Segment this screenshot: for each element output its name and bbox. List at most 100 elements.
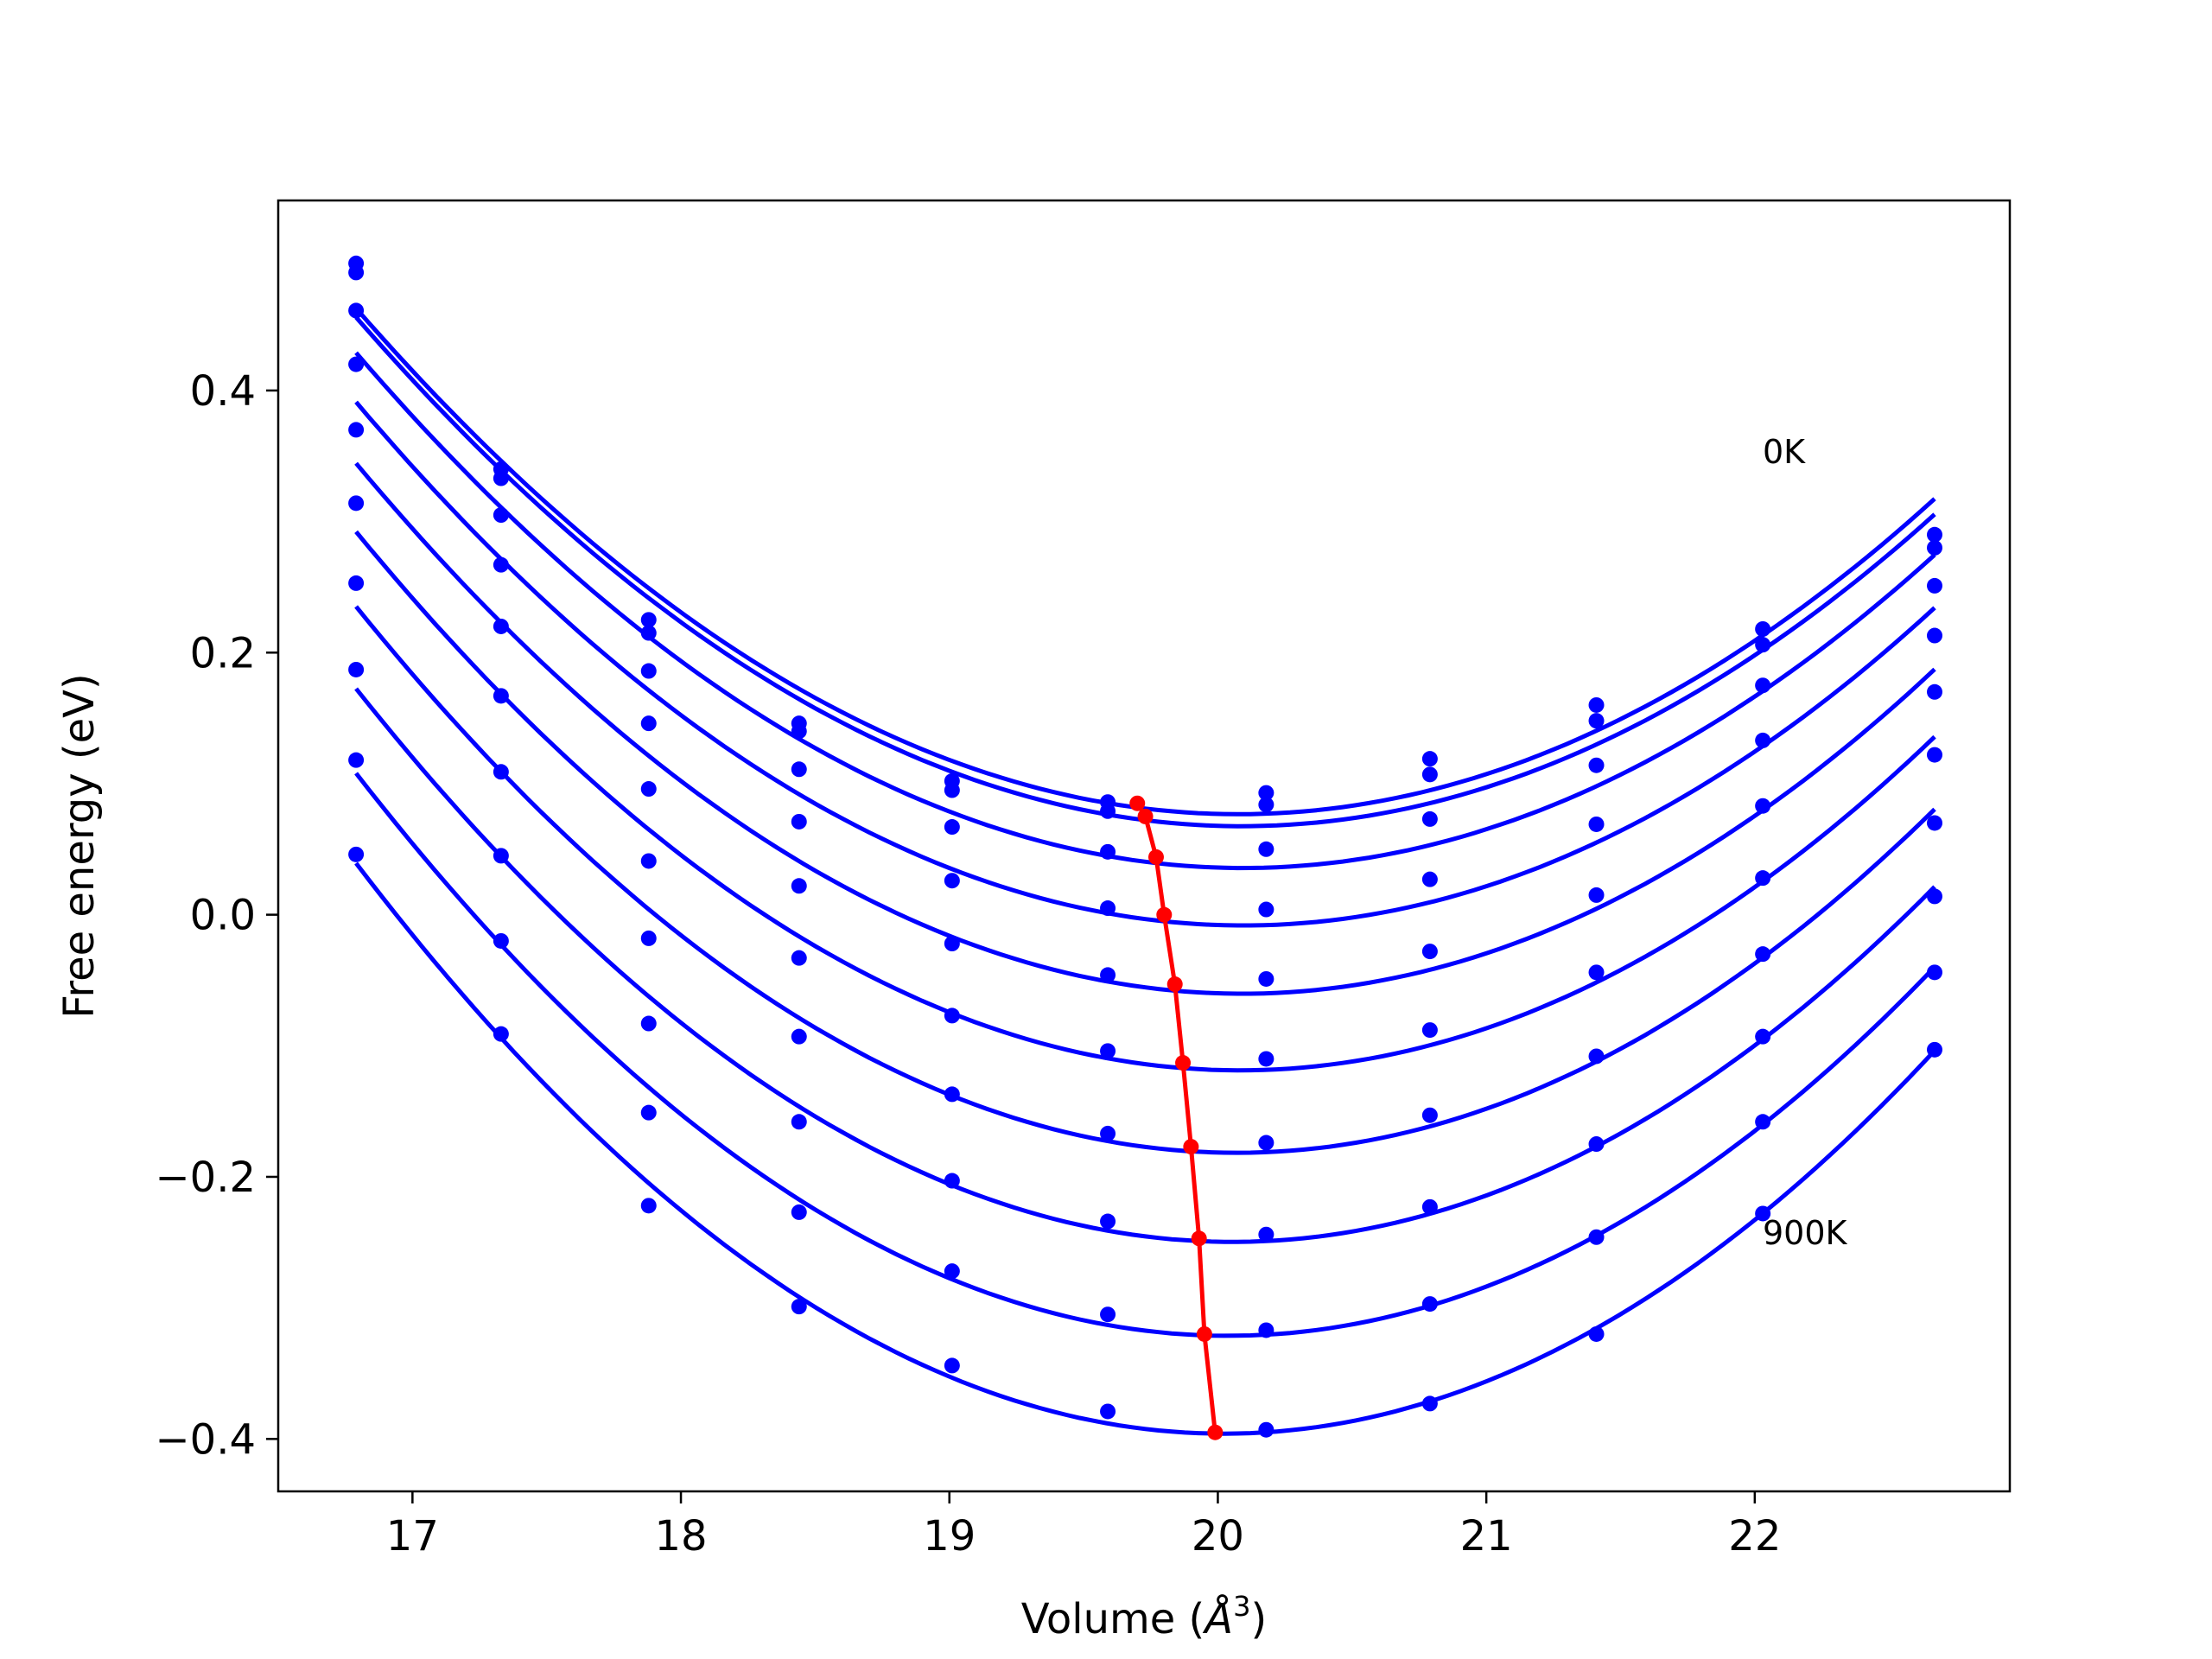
isotherm-point-7-8	[1588, 1136, 1605, 1153]
x-axis-label: Volume (Å3)	[1021, 1590, 1267, 1643]
isotherm-point-4-2	[640, 781, 657, 798]
minimum-point-4	[1166, 976, 1183, 993]
isotherm-point-3-4	[944, 873, 960, 889]
isotherm-point-6-9	[1755, 946, 1771, 963]
isotherm-curve-7	[354, 687, 1936, 1244]
isotherm-point-5-7	[1421, 1022, 1438, 1039]
isotherm-point-1-1	[493, 470, 509, 486]
isotherm-curve-8	[354, 772, 1936, 1338]
x-axis-label-exponent: 3	[1233, 1590, 1250, 1623]
isotherm-curve-4	[354, 461, 1936, 996]
isotherm-point-0-2	[640, 612, 657, 628]
isotherm-point-9-6	[1258, 1421, 1274, 1438]
isotherm-point-3-8	[1588, 816, 1605, 832]
isotherm-point-9-9	[1755, 1205, 1771, 1222]
minima-line	[1135, 802, 1217, 1433]
isotherm-point-2-1	[493, 507, 509, 524]
x-tick-label-4: 21	[1460, 1512, 1513, 1560]
isotherm-curve-1	[354, 315, 1936, 829]
isotherm-point-8-9	[1755, 1114, 1771, 1130]
isotherm-point-3-9	[1755, 732, 1771, 748]
isotherm-point-4-10	[1927, 683, 1943, 700]
isotherm-point-8-6	[1258, 1322, 1274, 1338]
isotherm-point-2-10	[1927, 577, 1943, 594]
y-axis-label: Free energy (eV)	[55, 673, 104, 1018]
isotherm-point-3-2	[640, 715, 657, 732]
isotherm-point-4-3	[791, 878, 807, 894]
minimum-point-5	[1175, 1055, 1192, 1071]
minimum-point-3	[1156, 906, 1173, 923]
isotherm-point-3-7	[1421, 871, 1438, 887]
isotherm-point-1-0	[348, 264, 365, 281]
isotherm-curve-5	[354, 530, 1936, 1073]
isotherm-point-8-7	[1421, 1296, 1438, 1313]
isotherm-point-2-4	[944, 819, 960, 836]
y-tick-label-0: −0.4	[155, 1415, 256, 1464]
x-tick-label-0: 17	[386, 1512, 439, 1560]
isotherm-point-6-2	[640, 930, 657, 946]
isotherm-curve-2	[354, 351, 1936, 871]
isotherm-point-1-4	[944, 782, 960, 798]
x-axis-label-suffix: )	[1250, 1595, 1267, 1643]
isotherm-curves	[354, 307, 1936, 1436]
isotherm-point-7-9	[1755, 1028, 1771, 1045]
isotherm-points	[348, 255, 1943, 1438]
x-tick-label-2: 19	[923, 1512, 976, 1560]
isotherm-point-0-10	[1927, 526, 1943, 543]
isotherm-point-9-4	[944, 1357, 960, 1374]
isotherm-point-1-10	[1927, 539, 1943, 556]
isotherm-point-5-10	[1927, 747, 1943, 763]
isotherm-point-6-4	[944, 1086, 960, 1103]
isotherm-point-8-5	[1100, 1306, 1116, 1323]
isotherm-point-8-4	[944, 1263, 960, 1280]
isotherm-point-1-6	[1258, 797, 1274, 813]
isotherm-point-9-1	[493, 1026, 509, 1042]
isotherm-point-9-2	[640, 1198, 657, 1214]
isotherm-point-1-2	[640, 625, 657, 641]
isotherm-point-5-0	[348, 495, 365, 512]
isotherm-point-3-5	[1100, 900, 1116, 917]
isotherm-point-3-6	[1258, 901, 1274, 918]
minimum-point-6	[1183, 1139, 1199, 1155]
x-tick-label-1: 18	[655, 1512, 708, 1560]
isotherm-point-3-0	[348, 356, 365, 372]
minimum-point-1	[1137, 808, 1154, 824]
isotherm-point-8-3	[791, 1204, 807, 1220]
isotherm-point-6-6	[1258, 1135, 1274, 1151]
isotherm-point-3-1	[493, 556, 509, 573]
isotherm-point-5-4	[944, 1007, 960, 1024]
isotherm-curve-3	[354, 400, 1936, 928]
isotherm-point-1-3	[791, 723, 807, 740]
isotherm-point-2-8	[1588, 757, 1605, 773]
isotherm-point-7-3	[791, 1114, 807, 1130]
isotherm-point-1-7	[1421, 766, 1438, 783]
isotherm-point-7-1	[493, 848, 509, 864]
minimum-point-7	[1191, 1230, 1207, 1247]
isotherm-point-0-7	[1421, 751, 1438, 767]
isotherm-point-4-5	[1100, 967, 1116, 983]
x-axis-label-prefix: Volume (	[1021, 1595, 1205, 1643]
isotherm-point-0-6	[1258, 785, 1274, 801]
isotherm-point-2-7	[1421, 810, 1438, 827]
isotherm-point-2-6	[1258, 841, 1274, 857]
isotherm-point-2-9	[1755, 677, 1771, 694]
isotherm-point-0-8	[1588, 696, 1605, 713]
minimum-point-8	[1196, 1325, 1212, 1342]
isotherm-point-7-10	[1927, 888, 1943, 905]
isotherm-point-8-0	[348, 752, 365, 768]
isotherm-point-6-7	[1421, 1107, 1438, 1123]
isotherm-point-9-5	[1100, 1403, 1116, 1420]
isotherm-point-2-3	[791, 761, 807, 778]
isotherm-point-8-2	[640, 1104, 657, 1121]
isotherm-point-6-10	[1927, 815, 1943, 831]
isotherm-point-1-9	[1755, 637, 1771, 653]
isotherm-point-1-5	[1100, 803, 1116, 819]
isotherm-point-7-6	[1258, 1226, 1274, 1243]
isotherm-curve-9	[354, 861, 1936, 1436]
isotherm-point-2-5	[1100, 843, 1116, 860]
y-tick-label-3: 0.2	[190, 629, 256, 677]
isotherm-point-8-1	[493, 932, 509, 949]
isotherm-point-6-5	[1100, 1125, 1116, 1141]
isotherm-point-6-8	[1588, 1048, 1605, 1065]
